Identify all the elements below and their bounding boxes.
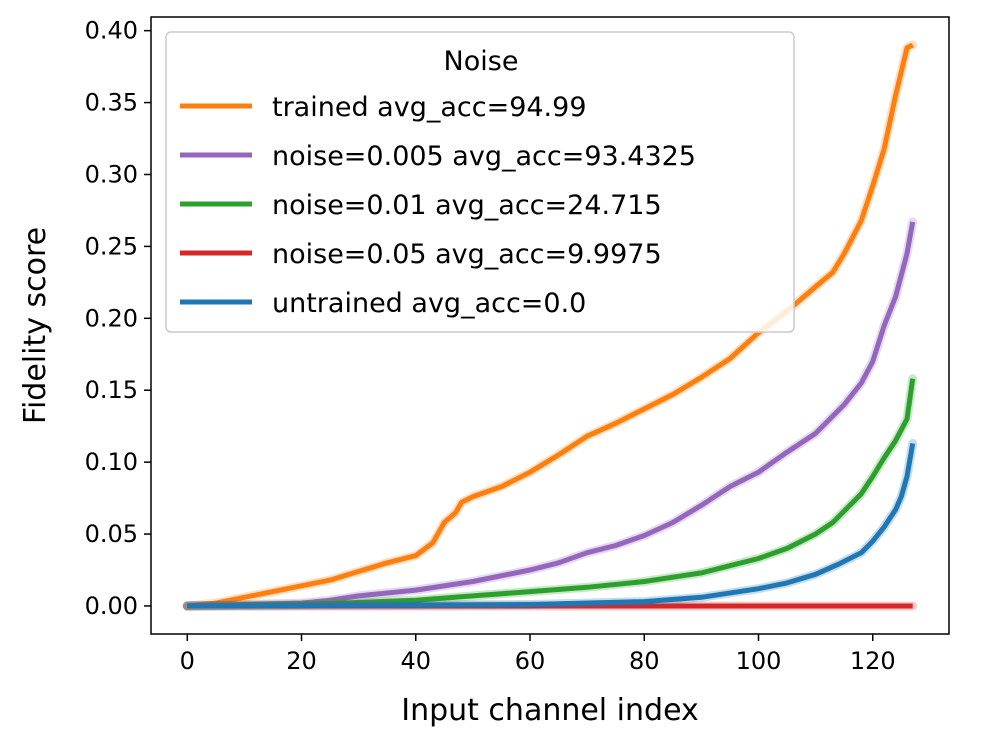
series-line bbox=[187, 378, 916, 609]
series-line bbox=[187, 221, 916, 609]
legend-title: Noise bbox=[444, 46, 519, 77]
legend-entry-label: noise=0.05 avg_acc=9.9975 bbox=[272, 239, 662, 270]
axis-ticks: 0 20 40 60 80 100 120 0.00 0.05 0.10 0.15 0.20 0.25 0… bbox=[85, 17, 896, 675]
legend: Noise trained avg_acc=94.99 noise=0.005 a… bbox=[165, 31, 795, 333]
x-axis-label: Input channel index bbox=[401, 693, 699, 728]
legend-entry-label: noise=0.005 avg_acc=93.4325 bbox=[272, 141, 696, 172]
x-tick-label: 20 bbox=[286, 647, 317, 675]
y-tick-label: 0.30 bbox=[85, 160, 138, 188]
y-axis-label: Fidelity score bbox=[18, 227, 53, 424]
x-tick-label: 120 bbox=[850, 647, 896, 675]
legend-entry-label: trained avg_acc=94.99 bbox=[272, 92, 587, 123]
y-tick-label: 0.25 bbox=[85, 232, 138, 260]
x-tick-label: 60 bbox=[515, 647, 546, 675]
y-tick-label: 0.40 bbox=[85, 17, 138, 45]
x-tick-label: 80 bbox=[629, 647, 660, 675]
y-tick-label: 0.00 bbox=[85, 592, 138, 620]
x-tick-label: 0 bbox=[180, 647, 195, 675]
y-tick-label: 0.15 bbox=[85, 376, 138, 404]
legend-entry-label: untrained avg_acc=0.0 bbox=[272, 288, 586, 319]
x-tick-label: 100 bbox=[736, 647, 782, 675]
legend-box bbox=[165, 31, 795, 333]
y-tick-label: 0.35 bbox=[85, 89, 138, 117]
series-line bbox=[187, 42, 914, 609]
series-line bbox=[187, 442, 916, 609]
y-tick-label: 0.05 bbox=[85, 520, 138, 548]
legend-entry-label: noise=0.01 avg_acc=24.715 bbox=[272, 190, 662, 221]
x-tick-label: 40 bbox=[400, 647, 431, 675]
y-tick-label: 0.20 bbox=[85, 304, 138, 332]
plot-frame bbox=[150, 16, 950, 635]
y-tick-label: 0.10 bbox=[85, 448, 138, 476]
series-layer bbox=[182, 40, 918, 611]
